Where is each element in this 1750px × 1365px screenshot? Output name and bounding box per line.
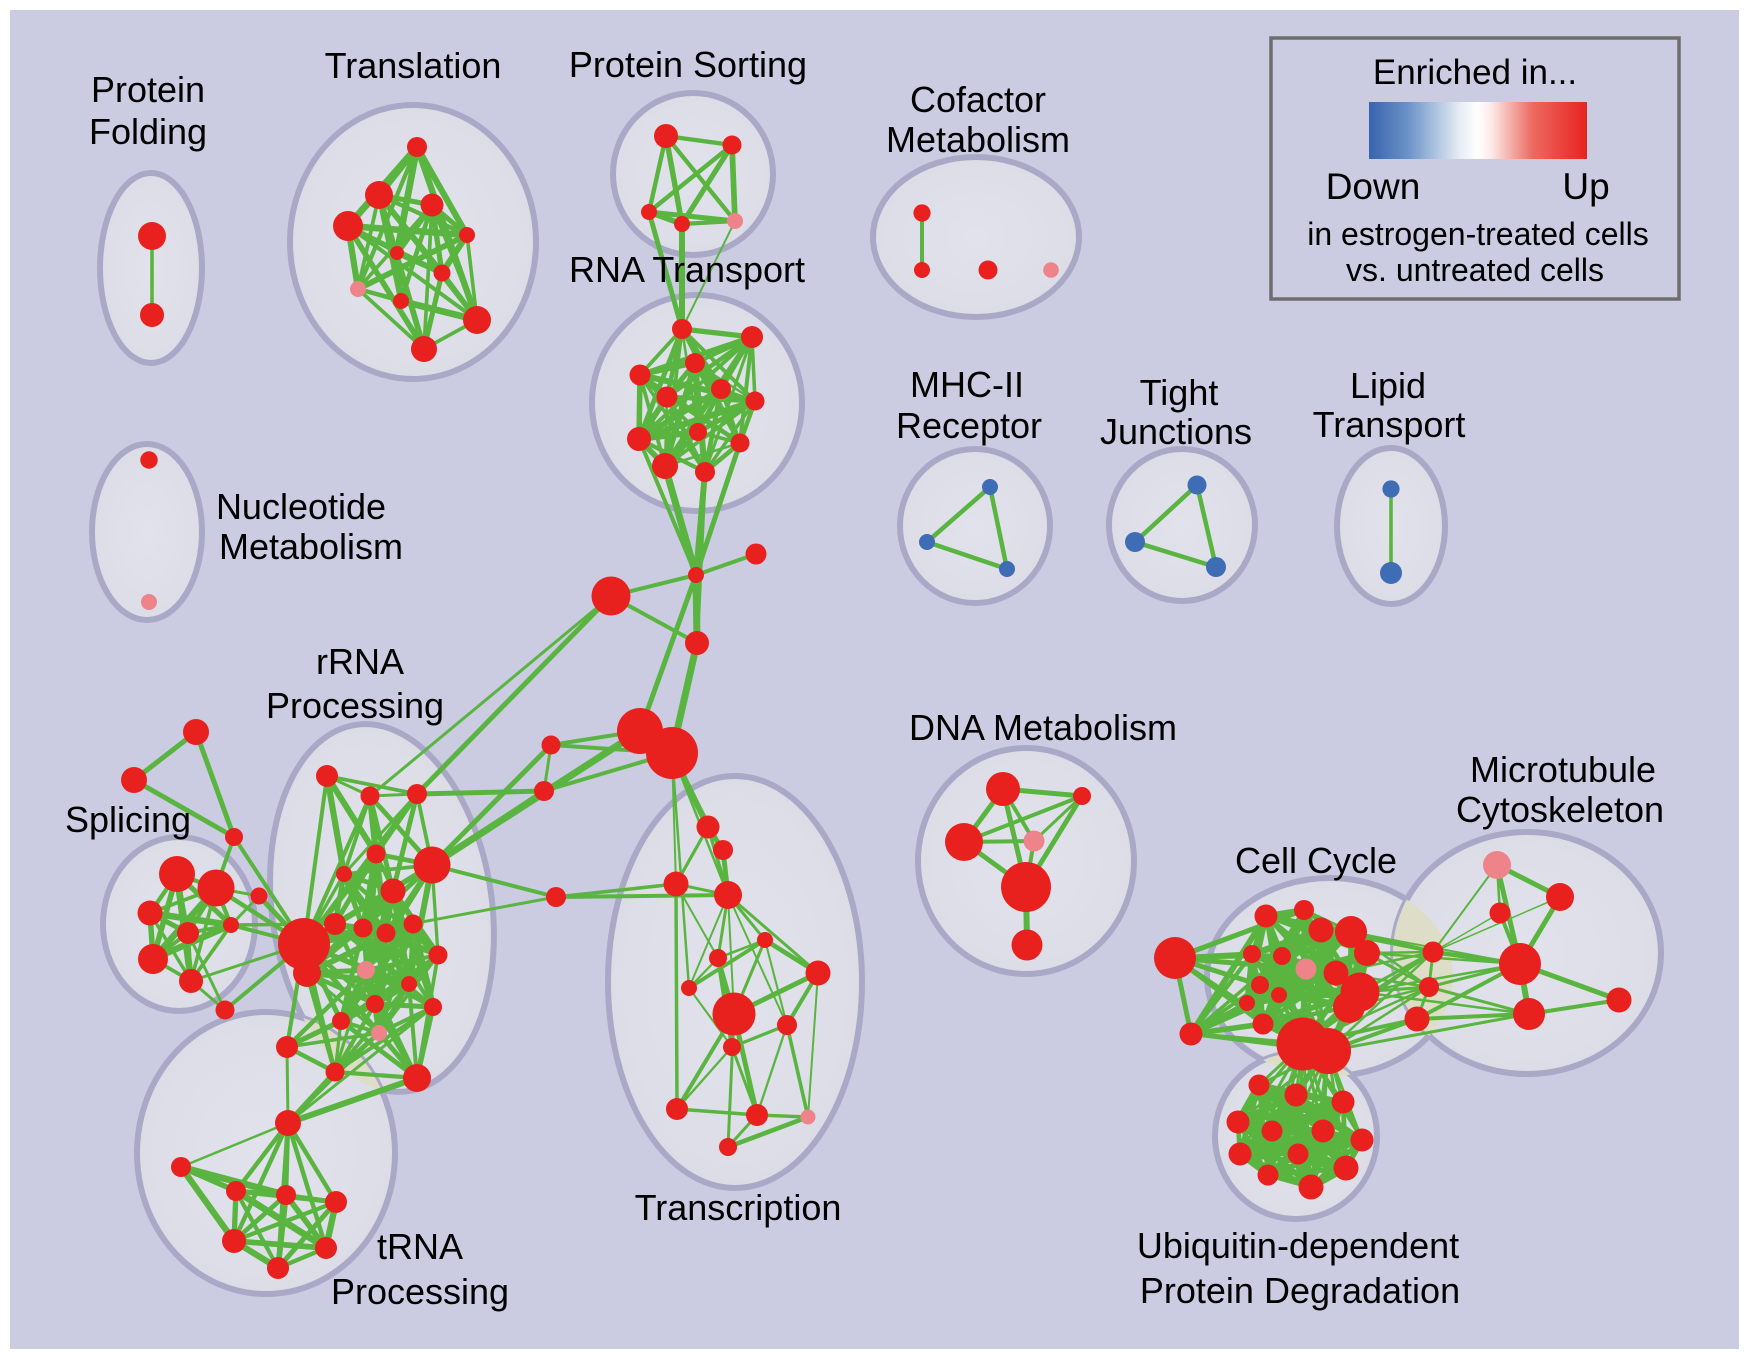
svg-text:Cytoskeleton: Cytoskeleton bbox=[1456, 789, 1664, 830]
svg-text:Cofactor: Cofactor bbox=[910, 79, 1046, 120]
svg-text:Lipid: Lipid bbox=[1350, 365, 1426, 406]
svg-text:Down: Down bbox=[1326, 166, 1421, 207]
svg-text:DNA Metabolism: DNA Metabolism bbox=[909, 707, 1177, 748]
svg-text:Transcription: Transcription bbox=[635, 1187, 842, 1228]
svg-text:Tight: Tight bbox=[1140, 372, 1219, 413]
svg-text:Nucleotide: Nucleotide bbox=[216, 486, 386, 527]
svg-text:Ubiquitin-dependent: Ubiquitin-dependent bbox=[1137, 1225, 1459, 1266]
svg-text:Up: Up bbox=[1562, 166, 1609, 207]
svg-text:Folding: Folding bbox=[89, 111, 207, 152]
svg-text:Protein Degradation: Protein Degradation bbox=[1140, 1270, 1460, 1311]
svg-text:Metabolism: Metabolism bbox=[886, 119, 1070, 160]
svg-text:MHC-II: MHC-II bbox=[910, 364, 1024, 405]
svg-text:Cell Cycle: Cell Cycle bbox=[1235, 840, 1397, 881]
svg-text:tRNA: tRNA bbox=[377, 1226, 463, 1267]
svg-text:Splicing: Splicing bbox=[65, 799, 191, 840]
svg-text:Protein: Protein bbox=[91, 69, 205, 110]
svg-text:vs. untreated cells: vs. untreated cells bbox=[1346, 252, 1604, 288]
svg-text:RNA Transport: RNA Transport bbox=[569, 249, 805, 290]
svg-text:Enriched in...: Enriched in... bbox=[1373, 53, 1577, 92]
svg-text:Translation: Translation bbox=[325, 45, 502, 86]
svg-text:Metabolism: Metabolism bbox=[219, 526, 403, 567]
svg-text:Processing: Processing bbox=[266, 685, 444, 726]
svg-text:Microtubule: Microtubule bbox=[1470, 749, 1656, 790]
svg-text:Receptor: Receptor bbox=[896, 405, 1042, 446]
svg-text:rRNA: rRNA bbox=[316, 641, 404, 682]
svg-text:Protein Sorting: Protein Sorting bbox=[569, 44, 807, 85]
svg-text:Processing: Processing bbox=[331, 1271, 509, 1312]
svg-text:Transport: Transport bbox=[1313, 404, 1466, 445]
svg-text:Junctions: Junctions bbox=[1100, 411, 1252, 452]
svg-text:in estrogen-treated cells: in estrogen-treated cells bbox=[1307, 216, 1649, 252]
